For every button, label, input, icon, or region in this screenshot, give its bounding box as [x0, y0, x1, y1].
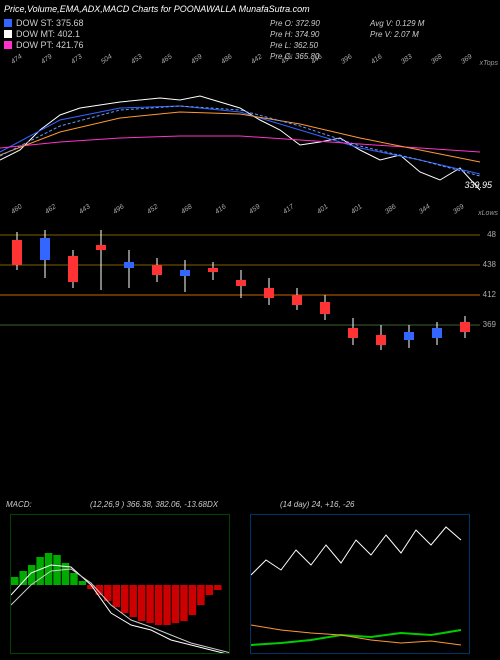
- ohlc-info: Pre O: 372.90 Pre H: 374.90 Pre L: 362.5…: [270, 18, 320, 62]
- legend-swatch: [4, 30, 12, 38]
- chart-title: Price,Volume,EMA,ADX,MACD Charts for POO…: [4, 4, 310, 14]
- legend-swatch: [4, 19, 12, 27]
- info-row: Pre L: 362.50: [270, 40, 320, 51]
- info-row: Pre H: 374.90: [270, 29, 320, 40]
- legend-label: DOW MT: 402.1: [16, 29, 80, 39]
- legend: DOW ST: 375.68 DOW MT: 402.1 DOW PT: 421…: [4, 18, 84, 51]
- legend-label: DOW PT: 421.76: [16, 40, 84, 50]
- legend-label: DOW ST: 375.68: [16, 18, 84, 28]
- chart-container: { "title": "Price,Volume,EMA,ADX,MACD Ch…: [0, 0, 500, 660]
- candlestick-panel: xLows46046244349645246841645941740140138…: [0, 210, 500, 370]
- info-row: Pre O: 372.90: [270, 18, 320, 29]
- volume-info: Avg V: 0.129 M Pre V: 2.07 M: [370, 18, 424, 40]
- legend-swatch: [4, 41, 12, 49]
- legend-item: DOW ST: 375.68: [4, 18, 84, 28]
- legend-item: DOW MT: 402.1: [4, 29, 84, 39]
- price-ema-panel: 4744794735044534654594864424554463964163…: [0, 60, 500, 200]
- macd-adx-panel: MACD:(12,26,9 ) 366.38, 382.06, -13.68DX…: [0, 500, 500, 650]
- info-row: Avg V: 0.129 M: [370, 18, 424, 29]
- legend-item: DOW PT: 421.76: [4, 40, 84, 50]
- info-row: Pre V: 2.07 M: [370, 29, 424, 40]
